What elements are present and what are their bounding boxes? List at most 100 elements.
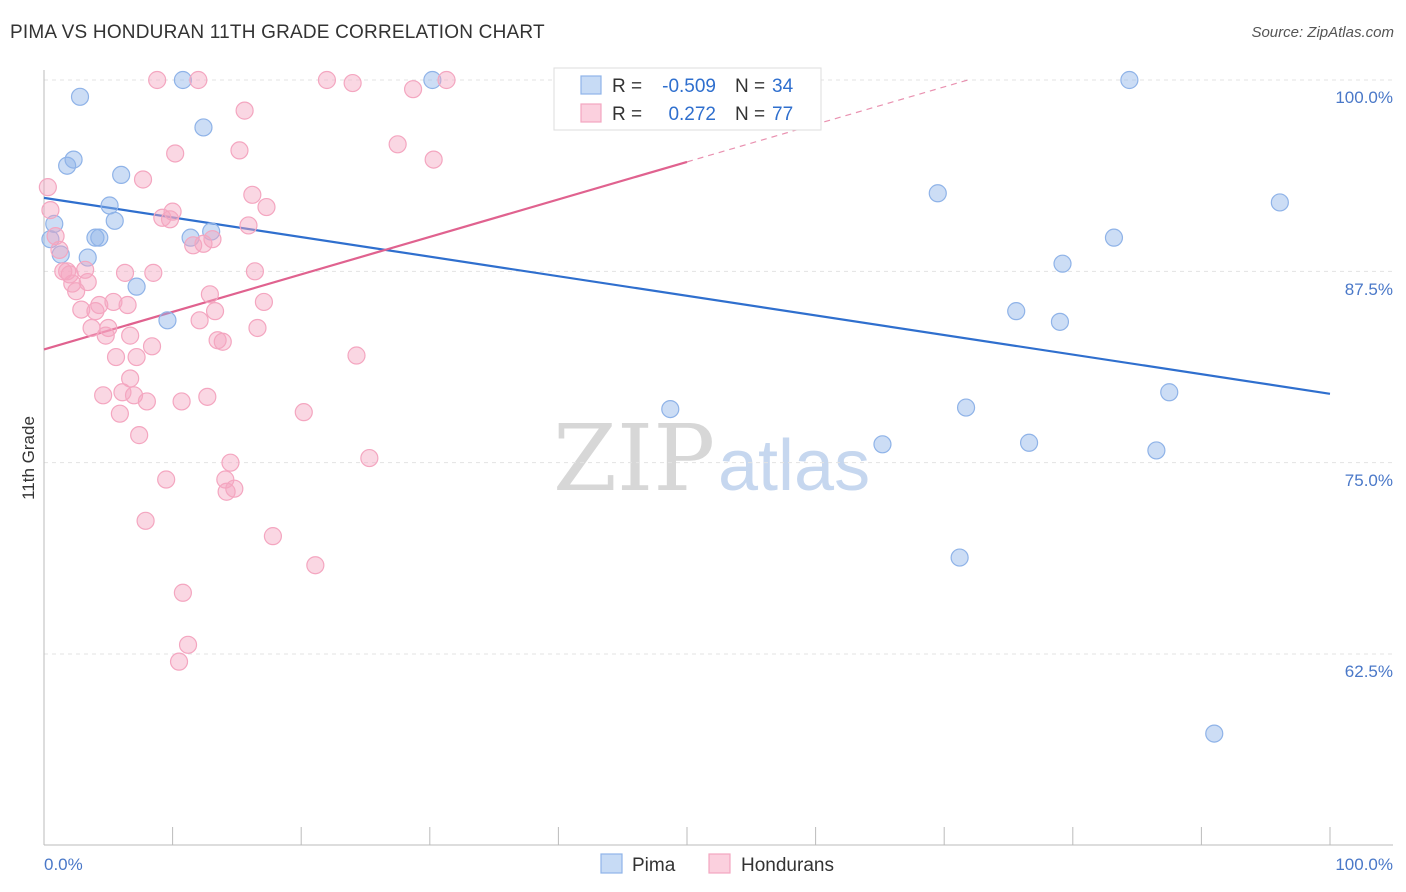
pima-point (105, 211, 124, 230)
honduran-point (263, 527, 283, 546)
watermark-atlas: atlas (718, 426, 870, 506)
honduran-point (172, 392, 191, 411)
pima-point (1270, 193, 1289, 212)
x-tick-label-right: 100.0% (1335, 855, 1393, 874)
pima-point (173, 70, 192, 90)
pima-point (64, 150, 83, 169)
pima-point (1019, 433, 1039, 452)
honduran-point (163, 202, 182, 221)
pima-point (423, 70, 442, 90)
pima-point (1147, 441, 1166, 460)
legend-r-label: R = (612, 76, 642, 97)
honduran-point (94, 386, 113, 405)
honduran-point (133, 170, 153, 189)
pima-point (950, 548, 969, 567)
honduran-point (153, 208, 172, 227)
honduran-point (142, 337, 162, 356)
honduran-point (245, 262, 265, 281)
honduran-point (437, 70, 456, 90)
honduran-point (317, 70, 337, 90)
series-legend-swatch-pima (600, 853, 623, 874)
pima-point (873, 435, 892, 454)
honduran-point (136, 511, 155, 530)
pima-point (1104, 228, 1124, 247)
honduran-point (221, 453, 240, 472)
y-tick-label: 75.0% (1345, 471, 1393, 490)
honduran-point (41, 201, 60, 220)
data-points (38, 70, 1289, 743)
pima-point (1205, 724, 1224, 743)
honduran-point (90, 295, 109, 315)
legend-swatch-hondurans (580, 103, 602, 123)
honduran-point (50, 240, 69, 260)
honduran-point (230, 141, 249, 160)
honduran-point (78, 272, 97, 292)
pima-point (158, 311, 177, 330)
honduran-point (148, 70, 167, 90)
x-tick-label-left: 0.0% (44, 855, 83, 874)
pima-point (956, 398, 976, 417)
y-axis-label: 11th Grade (19, 416, 38, 500)
honduran-point (38, 178, 57, 197)
legend-r-value: 0.272 (668, 104, 716, 125)
pima-point (90, 228, 109, 247)
honduran-point (347, 346, 366, 365)
honduran-point (403, 80, 423, 99)
legend-r-label: R = (612, 104, 642, 125)
honduran-point (173, 583, 192, 602)
honduran-point (99, 318, 118, 338)
honduran-point (200, 285, 219, 304)
honduran-point (104, 292, 123, 312)
honduran-point (121, 326, 140, 345)
honduran-point (225, 479, 244, 498)
axes (43, 70, 1393, 846)
honduran-point (127, 347, 146, 367)
honduran-point (235, 101, 254, 120)
honduran-trend-line-extension (686, 79, 968, 163)
honduran-point (190, 311, 209, 330)
legend-r-value: -0.509 (662, 76, 716, 97)
honduran-point (115, 263, 135, 282)
honduran-point (198, 387, 217, 406)
honduran-point (46, 227, 65, 246)
series-legend: Pima Hondurans (600, 853, 834, 876)
stats-legend: R = -0.509 N = 34 R = 0.272 N = 77 (553, 67, 822, 131)
honduran-point (144, 263, 163, 282)
legend-n-label: N = (735, 76, 765, 97)
trend-lines (43, 79, 1331, 395)
series-legend-swatch-hondurans (708, 853, 731, 874)
honduran-point (178, 635, 198, 654)
series-legend-label-hondurans: Hondurans (741, 855, 834, 876)
pima-point (112, 165, 131, 185)
y-tick-label: 100.0% (1335, 88, 1393, 107)
honduran-point (424, 150, 443, 169)
honduran-point (294, 403, 313, 422)
chart-source: Source: ZipAtlas.com (1251, 24, 1394, 41)
chart-title: PIMA VS HONDURAN 11TH GRADE CORRELATION … (10, 22, 545, 43)
honduran-point (205, 302, 225, 321)
legend-n-label: N = (735, 104, 765, 125)
honduran-point (243, 185, 262, 204)
honduran-point (118, 295, 137, 315)
honduran-point (257, 197, 276, 217)
honduran-point (110, 404, 129, 423)
honduran-point (113, 383, 132, 402)
honduran-point (166, 144, 185, 163)
legend-n-value: 34 (772, 76, 794, 97)
pima-point (1050, 312, 1070, 331)
honduran-point (169, 652, 189, 671)
honduran-point (306, 556, 325, 575)
pima-point (100, 196, 119, 215)
pima-point (1120, 70, 1139, 90)
honduran-point (194, 234, 213, 253)
pima-point (1053, 254, 1072, 273)
honduran-point (72, 300, 91, 319)
grid (44, 79, 1393, 655)
pima-point (928, 184, 947, 203)
pima-point (70, 87, 90, 106)
legend-swatch-pima (580, 75, 602, 95)
pima-point (127, 277, 146, 296)
legend-n-value: 77 (772, 104, 793, 125)
honduran-point (248, 318, 267, 338)
